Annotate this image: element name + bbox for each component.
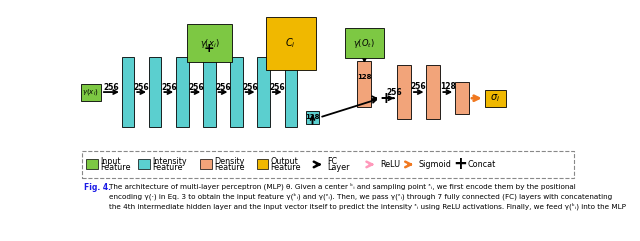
Text: 256: 256 bbox=[411, 82, 426, 91]
Text: Concat: Concat bbox=[467, 160, 496, 169]
Bar bbox=[81, 84, 101, 100]
Bar bbox=[122, 57, 134, 127]
Bar bbox=[149, 57, 161, 127]
Bar bbox=[230, 57, 243, 127]
Text: Feature: Feature bbox=[271, 163, 301, 172]
Bar bbox=[81, 151, 573, 178]
Bar bbox=[484, 90, 506, 107]
Text: +: + bbox=[204, 42, 215, 55]
Bar bbox=[204, 57, 216, 127]
Bar bbox=[200, 160, 212, 169]
Text: $\gamma(x_i)$: $\gamma(x_i)$ bbox=[200, 37, 220, 50]
Text: FC: FC bbox=[327, 157, 337, 166]
Text: 128: 128 bbox=[357, 74, 372, 80]
Text: The architecture of multi-layer perceptron (MLP) θ. Given a center ᵏᵢ and sampli: The architecture of multi-layer perceptr… bbox=[109, 183, 627, 210]
Text: Layer: Layer bbox=[327, 163, 349, 172]
Text: Feature: Feature bbox=[152, 163, 182, 172]
Text: 256: 256 bbox=[104, 83, 119, 92]
Text: Feature: Feature bbox=[100, 163, 131, 172]
Bar bbox=[138, 160, 150, 169]
Text: 128: 128 bbox=[440, 82, 456, 91]
Text: Input: Input bbox=[100, 157, 121, 166]
Bar bbox=[426, 65, 440, 119]
Text: 256: 256 bbox=[269, 83, 285, 92]
Text: Intensity: Intensity bbox=[152, 157, 187, 166]
Text: 256: 256 bbox=[386, 88, 402, 97]
Text: 256: 256 bbox=[215, 83, 231, 92]
Text: $\gamma(x_i)$: $\gamma(x_i)$ bbox=[83, 87, 99, 97]
Bar bbox=[358, 61, 371, 107]
Text: $\gamma(O_t)$: $\gamma(O_t)$ bbox=[353, 37, 376, 50]
Text: +: + bbox=[379, 91, 392, 106]
Bar bbox=[257, 57, 270, 127]
Text: +: + bbox=[453, 155, 467, 174]
Bar bbox=[397, 65, 411, 119]
Text: 256: 256 bbox=[161, 83, 177, 92]
Bar bbox=[176, 57, 189, 127]
Bar bbox=[305, 111, 319, 124]
Text: 256: 256 bbox=[188, 83, 204, 92]
Text: Sigmoid: Sigmoid bbox=[419, 160, 452, 169]
Text: Fig. 4.: Fig. 4. bbox=[84, 183, 111, 192]
Bar bbox=[86, 160, 98, 169]
Text: $\sigma_i$: $\sigma_i$ bbox=[490, 92, 500, 104]
Text: Feature: Feature bbox=[214, 163, 244, 172]
Text: 128: 128 bbox=[305, 114, 320, 120]
Text: Output: Output bbox=[271, 157, 298, 166]
Bar bbox=[455, 82, 469, 114]
Bar bbox=[257, 160, 268, 169]
Text: Density: Density bbox=[214, 157, 244, 166]
Text: ReLU: ReLU bbox=[380, 160, 400, 169]
Text: 256: 256 bbox=[243, 83, 258, 92]
Text: 256: 256 bbox=[134, 83, 149, 92]
Text: $C_i$: $C_i$ bbox=[285, 37, 296, 50]
Bar bbox=[285, 57, 297, 127]
